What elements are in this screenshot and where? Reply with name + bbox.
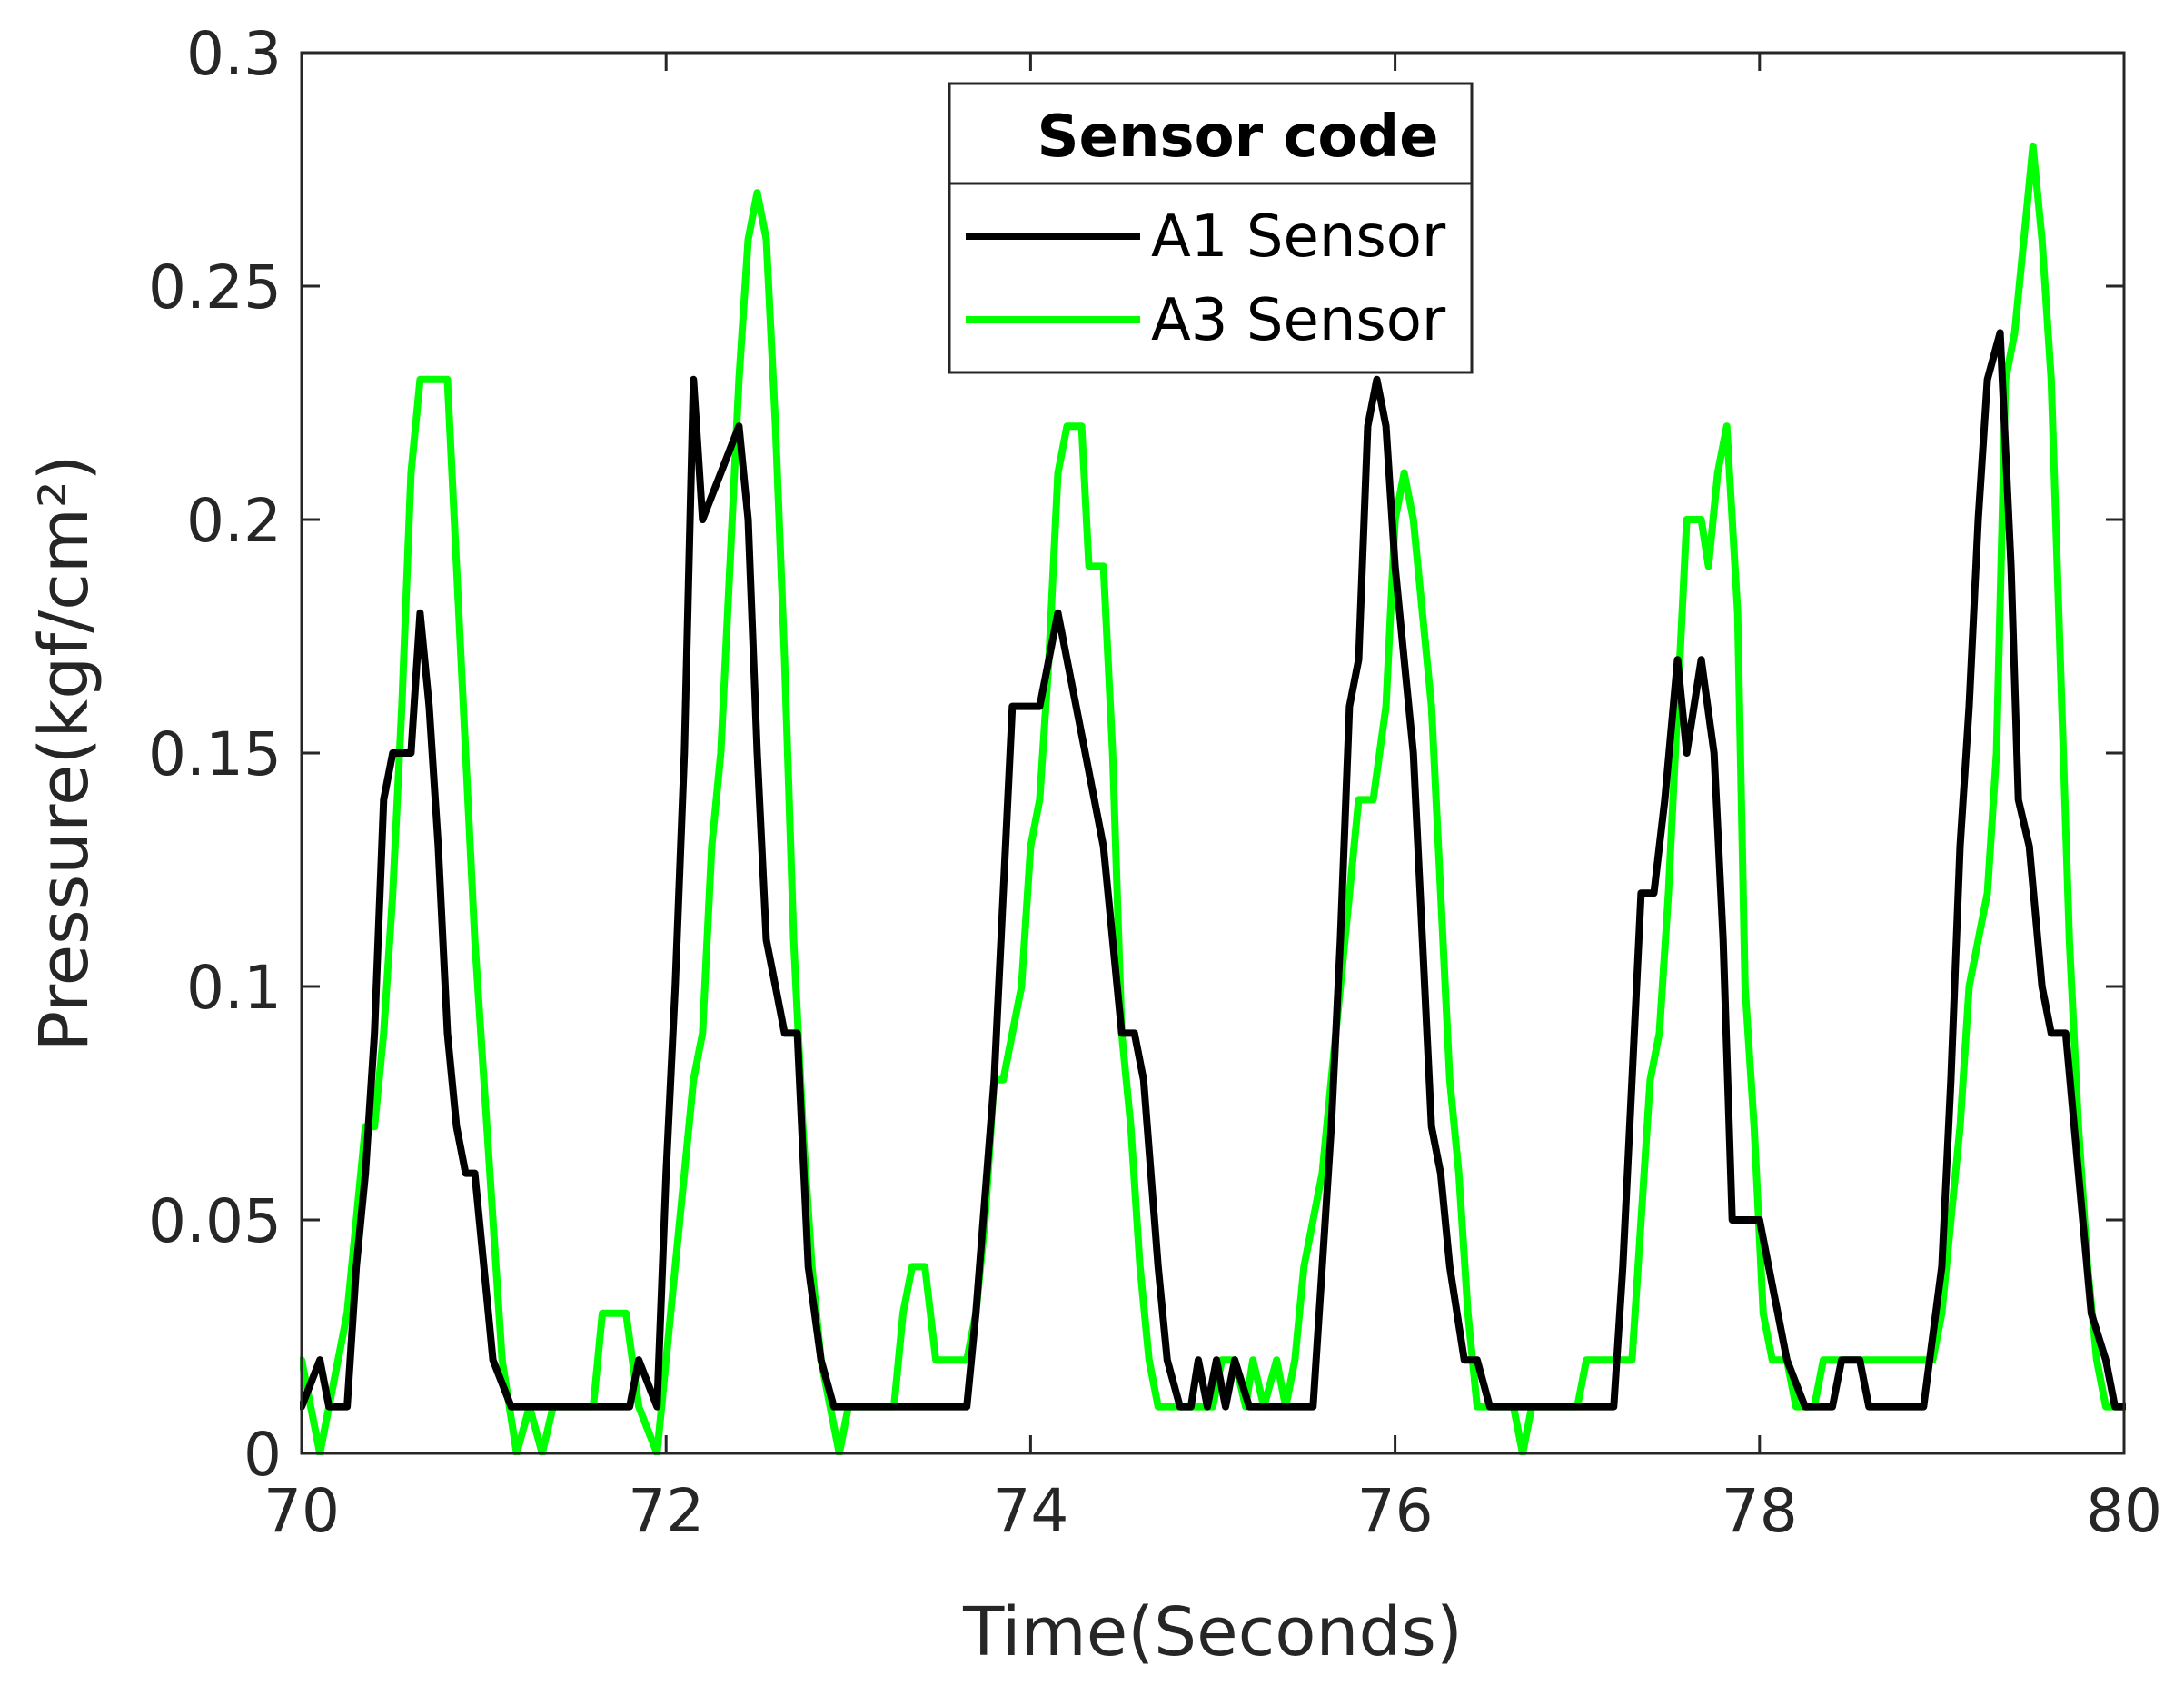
- x-tick-label: 72: [628, 1476, 704, 1546]
- y-tick-label: 0.05: [148, 1186, 282, 1256]
- legend-title: Sensor code: [1037, 104, 1438, 171]
- legend-entries: A1 Sensor A3 Sensor: [966, 203, 1446, 354]
- legend-box: [948, 82, 1474, 374]
- x-axis-title: Time(Seconds): [962, 1593, 1463, 1671]
- y-tick-label: 0.15: [148, 719, 282, 789]
- y-tick-label: 0: [243, 1420, 282, 1490]
- legend: Sensor code A1 Sensor A3 Sensor: [948, 82, 1474, 374]
- x-tick-label: 76: [1357, 1476, 1434, 1546]
- x-tick-label: 74: [992, 1476, 1068, 1546]
- plot-frame: [300, 51, 2126, 1455]
- tick-labels: 70 72 74 76 78 80 0 0.05 0.1 0.15 0.2 0.25 0.3: [148, 19, 2162, 1546]
- y-tick-label: 0.3: [186, 19, 282, 89]
- legend-label-a1-sensor: A1 Sensor: [1151, 203, 1446, 271]
- y-axis-title: Pressure(kgf/cm²): [25, 455, 104, 1052]
- legend-label-a3-sensor: A3 Sensor: [1151, 287, 1446, 354]
- y-tick-label: 0.25: [148, 253, 282, 322]
- x-tick-label: 78: [1722, 1476, 1798, 1546]
- series-line-a1-sensor: [300, 329, 2126, 1411]
- series-lines: [300, 142, 2126, 1455]
- x-tick-label: 70: [263, 1476, 340, 1546]
- x-tick-label: 80: [2086, 1476, 2162, 1546]
- y-tick-label: 0.1: [186, 953, 282, 1023]
- y-tick-label: 0.2: [186, 486, 282, 556]
